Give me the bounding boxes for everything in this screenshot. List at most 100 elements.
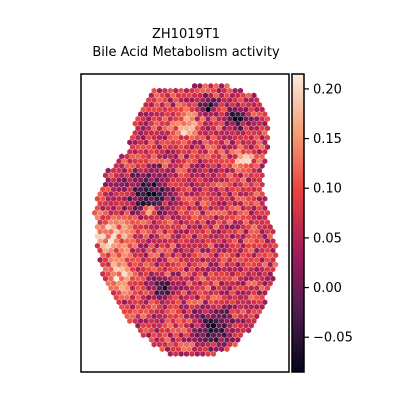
spot [259,162,265,169]
spot [237,209,244,216]
spot [189,153,195,160]
colorbar-tick-label: 0.10 [313,182,342,197]
spot [105,224,111,230]
spot [116,158,122,165]
spot [183,350,190,357]
spot [197,214,203,221]
spot [113,228,119,235]
spot [243,134,249,141]
spot [140,200,146,207]
spot [224,224,230,230]
spot [111,280,117,287]
spot [251,308,257,315]
spot [146,313,152,320]
spot [259,106,265,113]
spot [189,322,195,329]
spot [213,242,219,249]
spot [205,200,211,207]
spot [248,322,254,329]
spot [246,92,252,99]
spot [194,115,200,122]
spot [227,294,233,301]
spot [127,261,133,268]
spot [159,336,165,343]
spot [165,139,171,146]
spot [221,247,227,254]
spot [143,148,149,155]
spot [259,256,265,263]
spot [173,275,179,282]
spot [189,209,195,216]
spot [216,115,222,122]
spot [237,322,244,329]
spot [227,275,233,282]
spot [208,186,214,193]
spot [221,144,227,151]
spot [205,350,211,357]
spot [151,209,157,216]
spot [221,313,227,320]
spot [181,111,187,118]
spot [181,289,187,296]
spot [140,266,146,273]
spot [170,289,176,296]
spot [154,195,160,202]
spot [135,125,141,132]
spot [132,233,138,240]
spot [216,181,222,188]
spot [113,266,119,273]
spot [162,87,168,94]
spot [116,177,122,183]
spot [167,238,173,245]
spot [132,158,138,165]
spot [143,261,149,268]
spot [237,313,244,320]
spot [227,153,233,160]
spot [192,242,198,249]
spot [216,303,222,310]
spot [224,120,230,127]
spot [213,318,219,324]
spot [262,242,268,249]
spot [232,219,238,226]
spot [178,97,184,104]
spot [202,177,208,183]
spot [208,92,214,99]
spot [246,299,252,306]
spot [165,158,171,165]
spot [240,224,246,230]
spot [159,120,165,127]
spot [227,115,233,122]
spot [205,238,211,245]
spot [197,158,203,165]
spot [167,172,173,179]
spot [135,162,141,169]
spot [243,115,249,122]
spot [197,289,203,296]
spot [100,186,106,193]
spot [156,247,163,254]
spot [151,125,157,132]
spot [254,134,260,141]
spot [138,177,144,183]
spot [148,233,154,240]
spot [165,346,171,353]
spot [213,130,219,136]
spot [108,209,114,216]
spot [121,224,127,230]
spot [156,106,163,113]
spot [200,219,206,226]
spot [243,125,249,132]
spot [192,83,198,89]
spot [181,318,187,324]
spot [183,275,190,282]
spot [237,332,244,339]
spot [235,233,241,240]
spot [143,101,149,108]
spot [221,134,227,141]
spot [232,191,238,198]
spot [240,139,246,146]
spot [197,224,203,230]
spot [151,303,157,310]
spot [248,97,254,104]
